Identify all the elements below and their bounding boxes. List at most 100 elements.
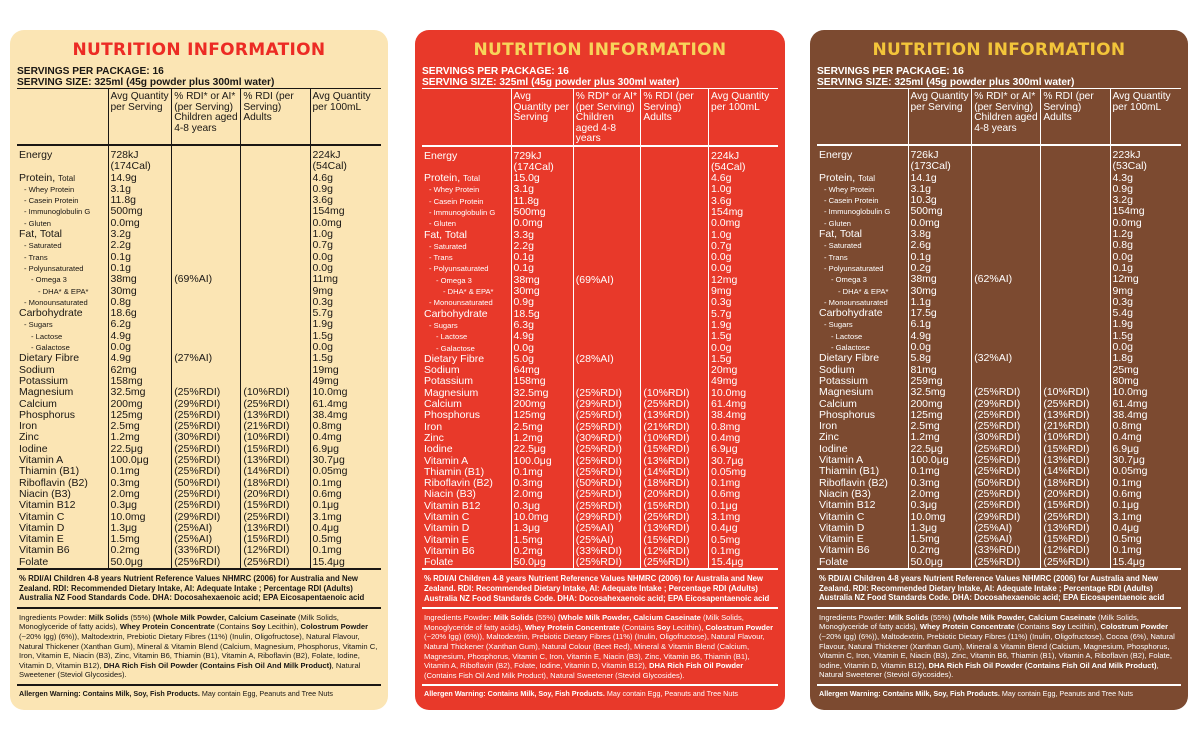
nutrient-name: Protein, Total [17, 173, 108, 184]
nutrient-label: Phosphorus [19, 409, 76, 421]
table-row: Phosphorus 125mg (25%RDI) (13%RDI) 38.4mg [817, 409, 1181, 422]
value-per-serving: 125mg [907, 409, 972, 422]
value-per-serving: 2.0mg [510, 489, 574, 501]
value-per-serving: 500mg [107, 206, 172, 218]
rdi-adults: (25%RDI) [640, 557, 709, 569]
ingredient-text: Whey Protein Concentrate [524, 622, 620, 632]
value-per-serving: 1.1g [907, 296, 972, 309]
nutrient-label: Vitamin C [424, 512, 470, 523]
table-row: - Lactose 4.9g 1.5g [817, 330, 1181, 343]
ingredient-text: (55%) [128, 612, 153, 622]
ingredient-text: DHA Rich Fish Oil Powder [648, 661, 744, 671]
rdi-children [971, 330, 1041, 343]
nutrient-name: - Polyunsaturated [422, 263, 511, 274]
rdi-adults: (25%RDI) [1040, 511, 1110, 523]
value-per-serving: 0.0mg [510, 218, 574, 230]
value-per-serving: 0.0mg [107, 217, 172, 230]
rdi-children: (25%RDI) [171, 387, 241, 399]
table-row: - Monounsaturated 0.9g 0.3g [422, 297, 778, 309]
table-row: Magnesium 32.5mg (25%RDI) (10%RDI) 10.0mg [422, 387, 778, 400]
value-per-100ml: 0.8mg [708, 421, 778, 433]
nutrient-name: Folate [17, 557, 108, 568]
nutrient-name: - Gluten [17, 218, 108, 229]
rdi-children: (25%AI) [572, 523, 641, 535]
value-per-serving: 10.0mg [510, 512, 574, 524]
value-per-serving: 4.9g [907, 330, 972, 343]
ingredient-text: , Natural Sweetener (Steviol Glycosides)… [819, 660, 1159, 680]
rdi-adults [240, 172, 310, 184]
ingredient-text: (55%) [533, 613, 558, 623]
rdi-children: (62%AI) [971, 274, 1041, 286]
header-rdi-children: % RDI* or AI* (per Serving) Children age… [572, 89, 641, 146]
rdi-children [572, 218, 641, 230]
rdi-adults: (18%RDI) [240, 477, 310, 489]
rdi-children: (25%RDI) [971, 409, 1041, 422]
rdi-adults [640, 218, 709, 230]
ingredient-text: , Natural Sweetener (Steviol Glycosides)… [19, 660, 361, 680]
value-per-100ml: 0.0g [1109, 251, 1181, 263]
nutrient-label: Vitamin A [424, 455, 469, 467]
value-per-serving: 3.3g [510, 229, 574, 241]
rdi-adults [1040, 229, 1110, 241]
rdi-adults [640, 342, 709, 354]
value-per-serving: 200mg [107, 398, 172, 410]
rdi-children [171, 161, 241, 173]
nutrient-label: Niacin (B3) [819, 488, 871, 500]
table-row: (174Cal) (54Cal) [422, 161, 778, 174]
nutrient-label: Potassium [424, 376, 474, 388]
value-per-serving: 38mg [107, 274, 172, 286]
rdi-children: (29%RDI) [971, 398, 1041, 410]
value-per-serving: 4.9g [107, 353, 172, 365]
value-per-serving: 30mg [907, 285, 972, 297]
nutrient-label: Fat, Total [424, 229, 467, 241]
nutrient-name: Folate [422, 557, 511, 568]
nutrient-name: - Gluten [422, 218, 511, 229]
nutrient-label: Protein, [19, 172, 56, 184]
rdi-children: (33%RDI) [572, 545, 641, 558]
value-per-100ml: (53Cal) [1109, 161, 1181, 173]
nutrient-label: Vitamin B6 [424, 545, 475, 557]
rdi-adults [240, 330, 310, 343]
value-per-100ml: 1.2g [1109, 229, 1181, 241]
panel-title: NUTRITION INFORMATION [473, 40, 727, 60]
rdi-children: (25%RDI) [572, 444, 641, 456]
rdi-children: (25%RDI) [572, 500, 641, 512]
rdi-adults [640, 240, 709, 253]
value-per-100ml: 1.8g [1109, 353, 1181, 365]
value-per-serving: 0.2mg [510, 545, 574, 558]
value-per-serving: 1.3μg [510, 523, 574, 535]
nutrient-label: - Whey Protein [824, 184, 875, 194]
rdi-children [572, 342, 641, 354]
rdi-adults [640, 286, 709, 298]
rdi-adults: (18%RDI) [1040, 477, 1110, 489]
value-per-100ml: 61.4mg [309, 398, 381, 410]
value-per-100ml: 0.0mg [309, 217, 381, 230]
rdi-children: (28%AI) [572, 353, 641, 366]
nutrition-table: Avg Quantity per Serving % RDI* or AI* (… [817, 89, 1181, 568]
rdi-children: (25%AI) [171, 522, 241, 535]
header-rdi-adults: % RDI (per Serving) Adults [640, 89, 709, 146]
table-row: Zinc 1.2mg (30%RDI) (10%RDI) 0.4mg [422, 432, 778, 445]
value-per-100ml: 0.3g [309, 296, 381, 309]
table-row: - Galactose 0.0g 0.0g [17, 342, 381, 354]
table-row: Iron 2.5mg (25%RDI) (21%RDI) 0.8mg [17, 421, 381, 433]
value-per-serving: (174Cal) [107, 161, 172, 173]
value-per-serving: 0.2g [907, 262, 972, 275]
rdi-adults [240, 183, 310, 196]
nutrient-name: - Whey Protein [817, 184, 908, 195]
rdi-children: (25%RDI) [572, 489, 641, 501]
rdi-adults [240, 364, 310, 376]
nutrient-name: Calcium [817, 399, 908, 410]
value-per-serving: 5.0g [510, 353, 574, 366]
table-row: - Omega 3 38mg (62%AI) 12mg [817, 274, 1181, 286]
nutrient-name: Carbohydrate [817, 308, 908, 319]
value-per-100ml: 49mg [309, 375, 381, 388]
rdi-adults: (13%RDI) [240, 522, 310, 535]
table-row: - Polyunsaturated 0.1g 0.0g [422, 263, 778, 275]
nutrient-label: - Omega 3 [436, 275, 472, 285]
nutrient-name: - Immunoglobulin G [422, 207, 511, 218]
table-row: Fat, Total 3.3g 1.0g [422, 229, 778, 241]
value-per-serving: 64mg [510, 365, 574, 377]
table-row: - Gluten 0.0mg 0.0mg [817, 217, 1181, 230]
ingredient-text: (~20% Igg) (6%)), Maltodextrin, Prebioti… [819, 631, 1175, 670]
